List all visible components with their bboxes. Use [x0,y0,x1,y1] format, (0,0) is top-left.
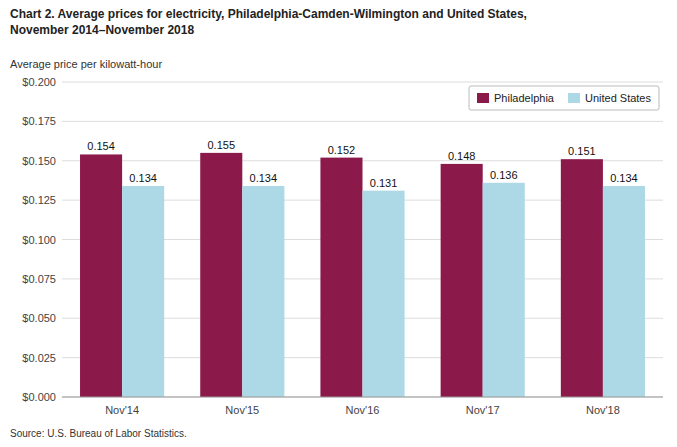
data-label: 0.131 [370,177,398,189]
legend-swatch [477,93,489,103]
x-tick-label: Nov'18 [586,404,620,416]
grid-line [62,121,663,122]
data-label: 0.136 [490,169,518,181]
bar [200,153,242,397]
data-label: 0.154 [87,140,115,152]
chart-title: Chart 2. Average prices for electricity,… [10,7,527,21]
y-tick-label: $0.025 [22,352,56,364]
x-tick-label: Nov'15 [225,404,259,416]
bar [561,159,603,397]
bar [122,186,164,397]
x-tick-label: Nov'14 [105,404,139,416]
data-label: 0.134 [610,172,638,184]
y-tick-label: $0.075 [22,273,56,285]
x-tick-label: Nov'16 [346,404,380,416]
y-tick-label: $0.050 [22,312,56,324]
grid [62,82,663,397]
legend-label: United States [585,92,652,104]
y-tick-label: $0.175 [22,115,56,127]
legend-box [469,86,659,110]
data-label: 0.155 [207,139,235,151]
y-tick-label: $0.150 [22,155,56,167]
data-label: 0.148 [448,150,476,162]
data-label: 0.134 [129,172,157,184]
bar [603,186,645,397]
legend-label: Philadelphia [494,92,555,104]
bar [80,154,122,397]
legend: Philadelphia United States [469,86,659,110]
data-label: 0.151 [568,145,596,157]
x-tick-label: Nov'17 [466,404,500,416]
data-label: 0.134 [250,172,278,184]
bar [320,158,362,397]
x-axis-line [62,397,663,398]
y-axis-label: Average price per kilowatt-hour [10,58,162,70]
bar [441,164,483,397]
bar [242,186,284,397]
grid-line [62,82,663,83]
bars [80,153,645,397]
grid-line [62,397,663,398]
y-tick-label: $0.100 [22,234,56,246]
bar [483,183,525,397]
chart-title: November 2014–November 2018 [10,23,194,37]
legend-swatch [568,93,580,103]
y-tick-label: $0.000 [22,391,56,403]
source-note: Source: U.S. Bureau of Labor Statistics. [10,428,187,439]
data-label: 0.152 [328,144,356,156]
data-labels: 0.154 0.155 0.152 0.148 0.151 0.134 0.134 0.131… [87,139,637,189]
y-tick-label: $0.125 [22,194,56,206]
y-tick-label: $0.200 [22,76,56,88]
bar [363,191,405,397]
